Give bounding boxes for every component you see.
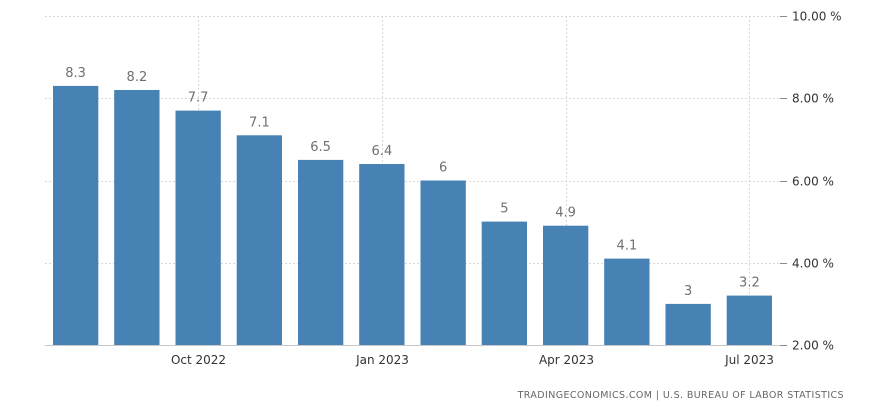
y-tick-label: 4.00 % <box>792 257 834 271</box>
data-label: 5 <box>500 202 508 217</box>
x-tick-label: Apr 2023 <box>539 353 594 367</box>
data-label: 7.7 <box>188 91 209 106</box>
y-tick-label: 10.00 % <box>792 10 842 24</box>
bar <box>359 164 405 345</box>
x-tick-label: Jul 2023 <box>724 353 774 367</box>
data-labels: 8.3 8.2 7.7 7.1 6.5 6.4 6 5 4.9 4.1 3 3.2 <box>65 66 759 299</box>
bar <box>665 303 711 345</box>
bar <box>481 221 527 345</box>
data-label: 3 <box>684 284 692 299</box>
bar <box>726 295 772 345</box>
axes: 2.00 % 4.00 % 6.00 % 8.00 % 10.00 % Oct 2022 J… <box>45 10 842 367</box>
data-label: 8.2 <box>127 70 148 85</box>
data-label: 6 <box>439 161 447 176</box>
bar <box>236 135 282 345</box>
bar <box>543 225 589 345</box>
bar <box>53 85 99 346</box>
data-label: 3.2 <box>739 276 760 291</box>
y-tick-label: 8.00 % <box>792 92 834 106</box>
bar <box>420 180 466 345</box>
bar <box>175 110 221 345</box>
source-credit: TRADINGECONOMICS.COM | U.S. BUREAU OF LA… <box>517 390 844 401</box>
data-label: 4.1 <box>617 239 638 254</box>
data-label: 8.3 <box>65 66 86 81</box>
data-label: 4.9 <box>555 206 576 221</box>
bar <box>114 90 160 345</box>
data-label: 7.1 <box>249 115 270 130</box>
y-tick-label: 2.00 % <box>792 339 834 353</box>
bar <box>604 258 650 345</box>
y-tick-label: 6.00 % <box>792 175 834 189</box>
bar <box>298 159 344 345</box>
x-tick-label: Jan 2023 <box>355 353 409 367</box>
x-tick-label: Oct 2022 <box>171 353 226 367</box>
data-label: 6.5 <box>310 140 331 155</box>
bars <box>53 85 772 346</box>
data-label: 6.4 <box>372 144 393 159</box>
